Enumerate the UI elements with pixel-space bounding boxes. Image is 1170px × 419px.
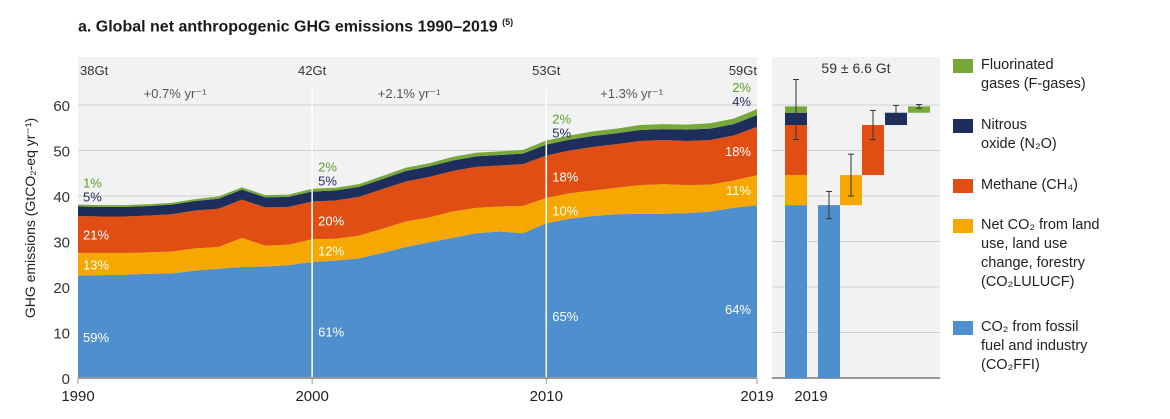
share-label: 64% xyxy=(725,302,751,317)
legend-label: Net CO₂ from land use, land use change, … xyxy=(981,217,1100,290)
share-label: 10% xyxy=(552,204,578,219)
growth-rate-label: +2.1% yr⁻¹ xyxy=(378,86,442,101)
waterfall-bar-co2ffi xyxy=(818,205,840,378)
total-label: 38Gt xyxy=(80,63,109,78)
total-label: 42Gt xyxy=(298,63,327,78)
legend-swatch xyxy=(953,219,973,233)
waterfall-x-label: 2019 xyxy=(794,388,827,405)
chart-title: a. Global net anthropogenic GHG emission… xyxy=(78,17,513,36)
stacked-bar-segment xyxy=(785,205,807,378)
share-label: 59% xyxy=(83,330,109,345)
share-label: 2% xyxy=(552,111,571,126)
legend-swatch xyxy=(953,179,973,193)
area-methane xyxy=(78,126,757,253)
area-co2 xyxy=(78,205,757,378)
x-tick-label: 1990 xyxy=(61,388,94,405)
share-label: 21% xyxy=(83,227,109,242)
legend-label: CO₂ from fossil fuel and industry (CO₂FF… xyxy=(981,319,1088,373)
waterfall-bar-ch4 xyxy=(862,125,884,176)
total-label: 53Gt xyxy=(532,63,561,78)
share-label: 18% xyxy=(552,170,578,185)
waterfall-bar-f-gases xyxy=(908,106,930,113)
area-net xyxy=(78,175,757,276)
legend-swatch xyxy=(953,321,973,335)
share-label: 13% xyxy=(83,257,109,272)
area-fluorinated xyxy=(78,109,757,207)
legend-label: Fluorinated gases (F-gases) xyxy=(981,57,1086,92)
y-tick-label: 20 xyxy=(53,280,70,297)
share-label: 5% xyxy=(552,125,571,140)
share-label: 2% xyxy=(732,80,751,95)
share-label: 12% xyxy=(318,244,344,259)
share-label: 61% xyxy=(318,325,344,340)
share-label: 5% xyxy=(318,174,337,189)
share-label: 18% xyxy=(725,144,751,159)
growth-rate-label: +1.3% yr⁻¹ xyxy=(600,86,664,101)
x-tick-label: 2019 xyxy=(740,388,773,405)
share-label: 11% xyxy=(726,183,751,198)
legend-label: Nitrous oxide (N₂O) xyxy=(981,117,1057,152)
area-nitrous xyxy=(78,115,757,217)
y-tick-label: 40 xyxy=(53,189,70,206)
stacked-bar-segment xyxy=(785,125,807,176)
y-tick-label: 0 xyxy=(62,371,70,388)
title-reference: (5) xyxy=(502,17,514,27)
x-tick-label: 2010 xyxy=(530,388,563,405)
legend-swatch xyxy=(953,59,973,73)
y-axis-label: GHG emissions (GtCO₂-eq yr⁻¹) xyxy=(22,118,38,318)
legend-swatch xyxy=(953,119,973,133)
legend-label: Methane (CH₄) xyxy=(981,177,1078,193)
y-tick-label: 60 xyxy=(53,98,70,115)
share-label: 5% xyxy=(83,190,102,205)
y-tick-label: 30 xyxy=(53,235,70,252)
share-label: 65% xyxy=(552,309,578,324)
waterfall-title: 59 ± 6.6 Gt xyxy=(821,60,890,76)
x-tick-label: 2000 xyxy=(295,388,328,405)
share-label: 2% xyxy=(318,160,337,175)
total-label: 59Gt xyxy=(729,63,758,78)
growth-rate-label: +0.7% yr⁻¹ xyxy=(144,86,208,101)
stacked-bar-segment xyxy=(785,175,807,206)
share-label: 1% xyxy=(83,176,102,191)
y-tick-label: 50 xyxy=(53,144,70,161)
share-label: 4% xyxy=(732,94,751,109)
title-text: a. Global net anthropogenic GHG emission… xyxy=(78,18,498,36)
y-tick-label: 10 xyxy=(53,326,70,343)
share-label: 20% xyxy=(318,213,344,228)
